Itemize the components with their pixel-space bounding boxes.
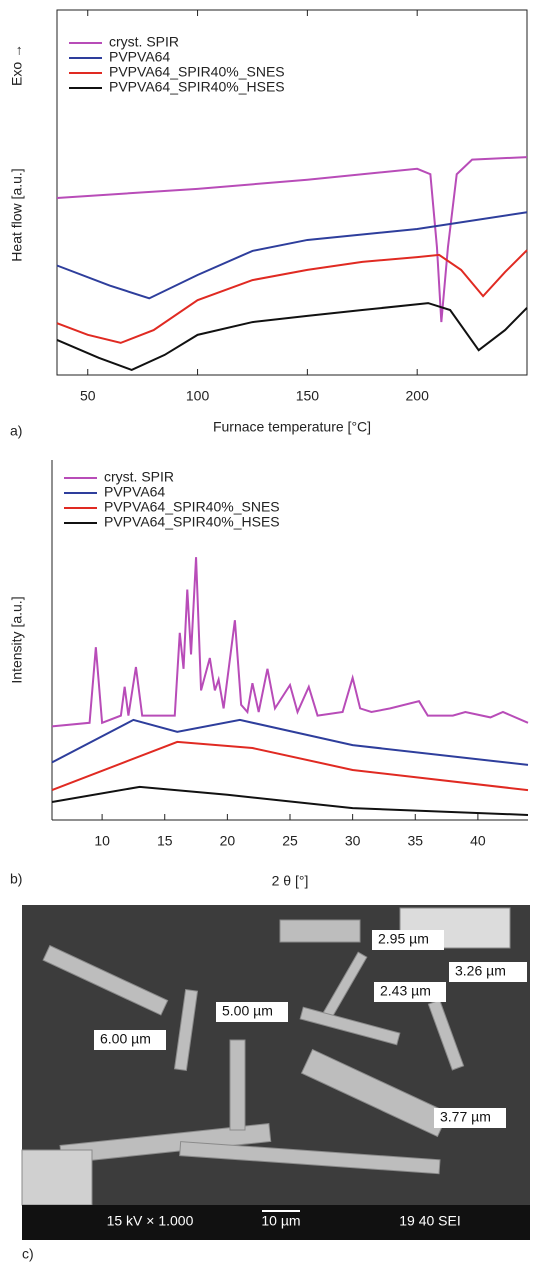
series-line (56, 211, 528, 300)
panel-label: a) (10, 423, 22, 439)
measurement: 3.26 µm (455, 963, 506, 979)
legend-label: PVPVA64_SPIR40%_SNES (104, 499, 280, 515)
info-text: 15 kV × 1.000 (107, 1213, 194, 1229)
panel-label: b) (10, 871, 22, 887)
series-line (51, 718, 529, 766)
y-axis-label: Heat flow [a.u.] (9, 168, 25, 261)
legend-label: PVPVA64_SPIR40%_HSES (109, 79, 285, 95)
x-tick-label: 15 (157, 833, 173, 849)
x-tick-label: 200 (406, 388, 430, 404)
info-text: 19 40 SEI (399, 1213, 461, 1229)
sem-image: 2.95 µm 3.26 µm 2.43 µm 5.00 µm 6.00 µm … (21, 905, 530, 1240)
series-line (51, 557, 529, 728)
legend-label: cryst. SPIR (109, 34, 179, 50)
measurement: 5.00 µm (222, 1003, 273, 1019)
x-tick-label: 30 (345, 833, 361, 849)
info-text: 10 µm (261, 1213, 300, 1229)
measurement: 2.95 µm (378, 931, 429, 947)
legend-label: cryst. SPIR (104, 469, 174, 485)
x-tick-label: 20 (220, 833, 236, 849)
annotation: Exo → (9, 44, 25, 86)
panel-label: c) (22, 1246, 34, 1262)
legend-label: PVPVA64_SPIR40%_HSES (104, 514, 280, 530)
y-axis-label: Intensity [a.u.] (9, 596, 25, 683)
x-tick-label: 10 (94, 833, 110, 849)
x-axis-label: 2 θ [°] (272, 873, 309, 889)
x-tick-label: 40 (470, 833, 486, 849)
x-tick-label: 100 (186, 388, 210, 404)
series-line (56, 302, 528, 371)
plot-frame (56, 9, 528, 376)
measurement: 3.77 µm (440, 1109, 491, 1125)
measurement-labels: 2.95 µm 3.26 µm 2.43 µm 5.00 µm 6.00 µm … (94, 930, 527, 1128)
legend-label: PVPVA64_SPIR40%_SNES (109, 64, 285, 80)
legend-label: PVPVA64 (104, 484, 165, 500)
x-axis-label: Furnace temperature [°C] (213, 419, 371, 435)
series-line (51, 740, 529, 792)
measurement: 2.43 µm (380, 983, 431, 999)
series-line (56, 249, 528, 344)
series-line (56, 156, 528, 323)
series-line (51, 785, 529, 816)
x-tick-label: 50 (80, 388, 96, 404)
legend-label: PVPVA64 (109, 49, 170, 65)
x-tick-label: 25 (282, 833, 298, 849)
x-tick-label: 35 (407, 833, 423, 849)
measurement: 6.00 µm (100, 1031, 151, 1047)
x-tick-label: 150 (296, 388, 320, 404)
